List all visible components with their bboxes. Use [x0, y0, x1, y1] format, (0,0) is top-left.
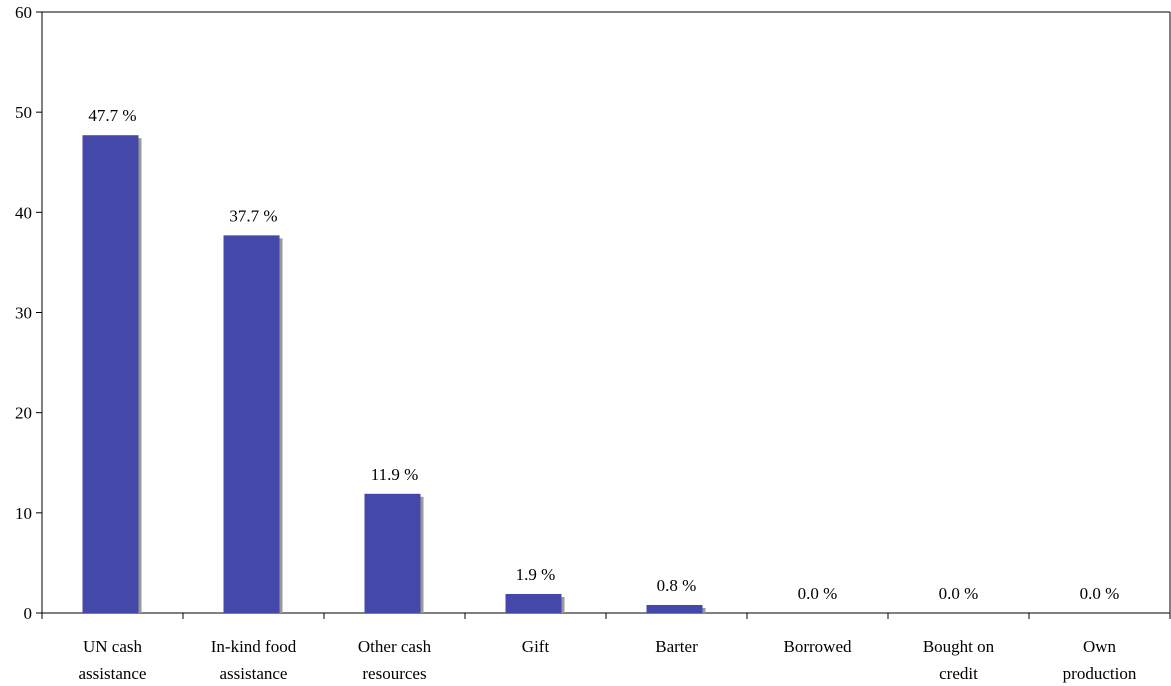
bar — [223, 235, 280, 613]
data-label: 11.9 % — [371, 465, 419, 484]
y-tick-label: 20 — [15, 404, 32, 423]
category-label: Other cash resources — [358, 637, 432, 683]
y-tick-label: 10 — [15, 504, 32, 523]
y-tick-label: 60 — [15, 3, 32, 22]
y-axis: 0 10 20 30 40 50 60 — [15, 3, 1171, 623]
bar — [505, 593, 562, 613]
y-tick-label: 50 — [15, 103, 32, 122]
category-label: Own production — [1063, 637, 1137, 683]
data-label: 47.7 % — [88, 106, 136, 125]
bar — [364, 493, 421, 613]
category-label: Gift — [522, 637, 550, 656]
bar — [82, 135, 139, 613]
category-label: Bought on credit — [923, 637, 995, 683]
data-label: 0.0 % — [939, 584, 979, 603]
y-tick-label: 40 — [15, 203, 32, 222]
data-label: 0.0 % — [1080, 584, 1120, 603]
data-label: 1.9 % — [516, 565, 556, 584]
category-label: Barter — [655, 637, 698, 656]
y-tick-label: 0 — [24, 604, 33, 623]
bar — [646, 604, 703, 613]
data-labels: 47.7 % 37.7 % 11.9 % 1.9 % 0.8 % 0.0 % 0.0 % 0.… — [88, 106, 1119, 603]
data-label: 37.7 % — [229, 206, 277, 225]
y-tick-label: 30 — [15, 304, 32, 323]
bars — [82, 135, 706, 613]
category-label: Borrowed — [784, 637, 852, 656]
category-label: UN cash assistance — [79, 637, 147, 683]
category-label: In-kind food assistance — [211, 637, 297, 683]
data-label: 0.0 % — [798, 584, 838, 603]
x-axis — [41, 612, 1171, 619]
category-labels: UN cash assistance In-kind food assistance O… — [79, 637, 1137, 683]
data-label: 0.8 % — [657, 576, 697, 595]
